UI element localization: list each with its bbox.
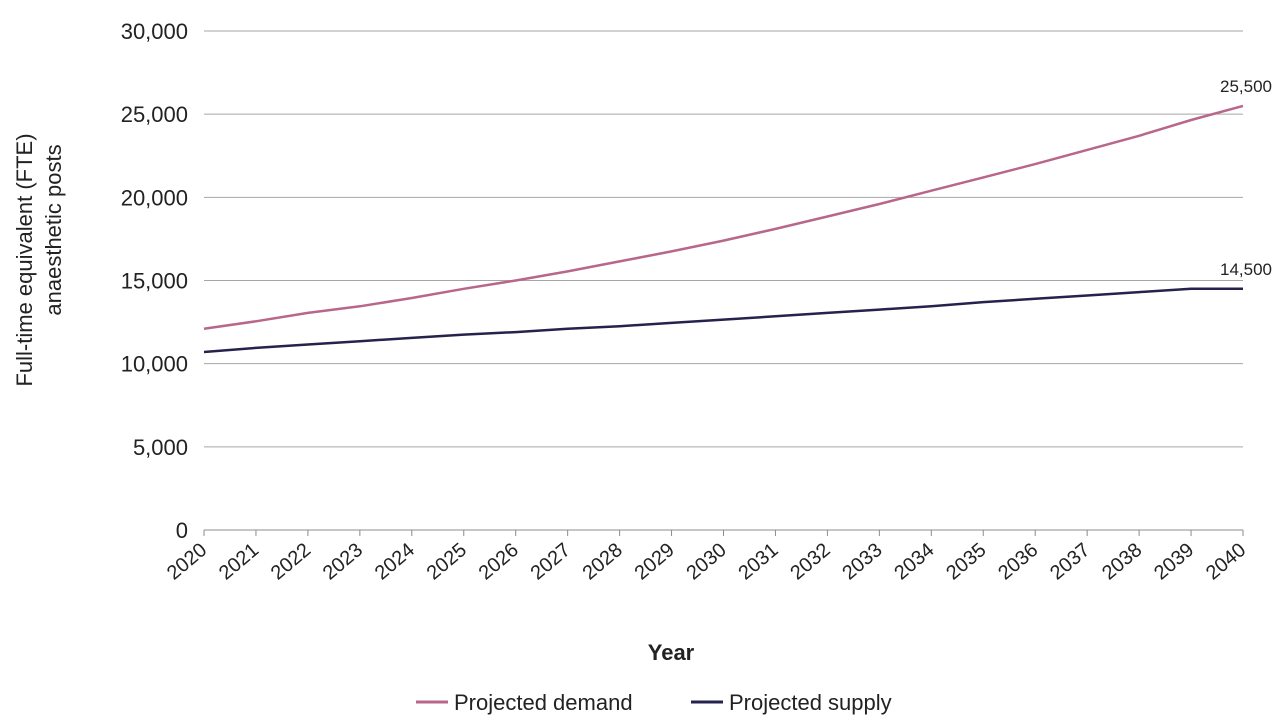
x-tick-label: 2038 <box>1098 539 1146 584</box>
x-tick-label: 2020 <box>163 539 211 584</box>
x-tick-label: 2030 <box>682 539 730 584</box>
x-tick-label: 2031 <box>734 539 782 584</box>
x-tick-label: 2028 <box>579 539 627 584</box>
x-tick-label: 2029 <box>631 539 679 584</box>
end-label-demand: 25,500 <box>1220 77 1272 96</box>
x-tick-label: 2024 <box>371 539 419 584</box>
x-tick-label: 2035 <box>942 539 990 584</box>
y-tick-label: 25,000 <box>121 102 188 127</box>
x-tick-label: 2036 <box>994 539 1042 584</box>
gridlines <box>204 30 1243 448</box>
x-tick-label: 2032 <box>786 539 834 584</box>
x-axis: 2020 2021 2022 2023 2024 2025 2026 2027 2028 2029… <box>163 529 1250 584</box>
y-axis-ticks: 0 5,000 10,000 15,000 20,000 25,000 30,000 <box>121 19 188 543</box>
y-tick-label: 10,000 <box>121 352 188 377</box>
end-labels: 25,500 14,500 <box>1220 77 1272 279</box>
x-tick-label: 2033 <box>838 539 886 584</box>
legend-label-demand: Projected demand <box>454 690 633 715</box>
x-tick-label: 2037 <box>1046 539 1094 584</box>
x-tick-label: 2040 <box>1202 539 1250 584</box>
y-tick-label: 30,000 <box>121 19 188 44</box>
x-tick-label: 2021 <box>215 539 263 584</box>
x-tick-label: 2022 <box>267 539 315 584</box>
legend: Projected demand Projected supply <box>416 690 892 715</box>
end-label-supply: 14,500 <box>1220 260 1272 279</box>
series-line-supply <box>203 287 1243 354</box>
y-axis-label-line2: anaesthetic posts <box>41 144 66 315</box>
series-lines <box>203 104 1244 354</box>
y-axis-label-line1: Full-time equivalent (FTE) <box>12 133 37 386</box>
y-tick-label: 5,000 <box>133 435 188 460</box>
y-tick-label: 0 <box>176 518 188 543</box>
x-axis-label: Year <box>648 640 695 665</box>
y-tick-label: 15,000 <box>121 269 188 294</box>
legend-label-supply: Projected supply <box>729 690 892 715</box>
series-line-demand <box>203 104 1244 330</box>
x-tick-label: 2034 <box>890 539 938 584</box>
x-tick-label: 2026 <box>475 539 523 584</box>
x-tick-label: 2023 <box>319 539 367 584</box>
y-tick-label: 20,000 <box>121 185 188 210</box>
x-tick-label: 2039 <box>1150 539 1198 584</box>
x-tick-label: 2027 <box>527 539 575 584</box>
x-tick-label: 2025 <box>423 539 471 584</box>
